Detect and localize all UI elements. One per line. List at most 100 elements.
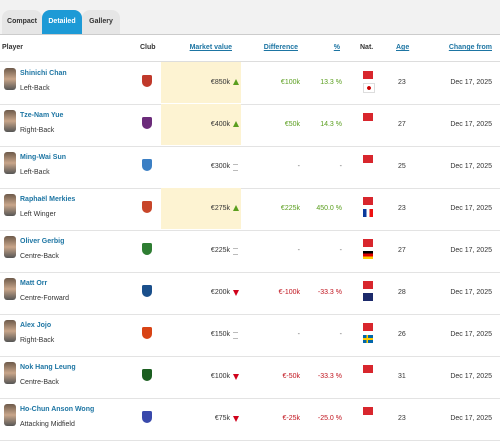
flag — [363, 209, 373, 217]
club-logo[interactable] — [142, 243, 152, 255]
table-row: Raphaël Merkies Left Winger €275k €225k 450.… — [0, 188, 500, 231]
trend-icon — [233, 205, 239, 211]
difference: €50k — [284, 121, 300, 128]
trend-icon — [233, 332, 238, 339]
player-position: Centre-Back — [20, 379, 59, 386]
header[interactable]: Difference — [263, 44, 298, 51]
difference: - — [297, 331, 300, 338]
player-name[interactable]: Alex Jojo — [20, 322, 52, 329]
club-logo[interactable] — [142, 285, 152, 297]
club-logo[interactable] — [142, 75, 152, 87]
age: 27 — [398, 121, 406, 128]
flag — [363, 197, 373, 205]
club-logo[interactable] — [142, 159, 152, 171]
change-date: Dec 17, 2025 — [450, 415, 492, 422]
header[interactable]: Age — [396, 44, 410, 51]
player-photo — [4, 110, 16, 132]
player-name[interactable]: Matt Orr — [20, 280, 48, 287]
player-name[interactable]: Raphaël Merkies — [20, 196, 76, 203]
value-highlight — [161, 62, 241, 103]
tab[interactable]: Compact — [2, 10, 42, 34]
header: Nat. — [360, 44, 374, 51]
percent: 450.0 % — [316, 205, 342, 212]
table-header: Player Club Market value Difference % Na… — [0, 35, 500, 62]
player-photo — [4, 152, 16, 174]
age: 25 — [398, 163, 406, 170]
player-name[interactable]: Shinichi Chan — [20, 70, 67, 77]
tab[interactable]: Gallery — [82, 10, 120, 34]
flag — [363, 155, 373, 163]
age: 26 — [398, 331, 406, 338]
percent: - — [339, 247, 342, 254]
header[interactable]: Change from — [448, 44, 492, 51]
market-value: €75k — [214, 415, 230, 422]
player-position: Left Winger — [20, 211, 56, 218]
header: Club — [140, 44, 156, 51]
player-photo — [4, 278, 16, 300]
player-name[interactable]: Ho-Chun Anson Wong — [20, 406, 95, 413]
percent: - — [339, 331, 342, 338]
tab-bar: Compact Detailed Gallery — [0, 0, 500, 35]
trend-icon — [233, 164, 238, 171]
change-date: Dec 17, 2025 — [450, 205, 492, 212]
flag — [363, 335, 373, 343]
club-logo[interactable] — [142, 117, 152, 129]
difference: - — [297, 247, 300, 254]
player-photo — [4, 194, 16, 216]
flag — [363, 323, 373, 331]
player-position: Left-Back — [20, 169, 50, 176]
header[interactable]: Market value — [189, 44, 232, 51]
table-row: Shinichi Chan Left-Back €850k €100k 13.3 % 23… — [0, 62, 500, 105]
flag — [363, 239, 373, 247]
value-highlight — [161, 188, 241, 229]
age: 23 — [398, 205, 406, 212]
trend-icon — [233, 374, 239, 380]
flag — [363, 407, 373, 415]
header[interactable]: % — [333, 44, 340, 51]
player-position: Left-Back — [20, 85, 50, 92]
flag — [363, 83, 375, 93]
club-logo[interactable] — [142, 327, 152, 339]
player-position: Centre-Back — [20, 253, 59, 260]
player-name[interactable]: Tze-Nam Yue — [20, 112, 64, 119]
player-name[interactable]: Nok Hang Leung — [20, 364, 76, 371]
difference: €-25k — [282, 415, 300, 422]
trend-icon — [233, 290, 239, 296]
difference: €-50k — [282, 373, 300, 380]
change-date: Dec 17, 2025 — [450, 373, 492, 380]
change-date: Dec 17, 2025 — [450, 331, 492, 338]
percent: 14.3 % — [320, 121, 342, 128]
flag — [363, 113, 373, 121]
flag — [363, 293, 373, 301]
market-value: €200k — [210, 289, 230, 296]
change-date: Dec 17, 2025 — [450, 121, 492, 128]
market-value: €225k — [210, 247, 230, 254]
change-date: Dec 17, 2025 — [450, 163, 492, 170]
flag — [363, 251, 373, 259]
player-photo — [4, 362, 16, 384]
table-row: Tze-Nam Yue Right-Back €400k €50k 14.3 % 27 De… — [0, 104, 500, 147]
player-photo — [4, 320, 16, 342]
percent: -33.3 % — [317, 373, 342, 380]
change-date: Dec 17, 2025 — [450, 79, 492, 86]
trend-icon — [233, 416, 239, 422]
player-name[interactable]: Oliver Gerbig — [20, 238, 65, 245]
header: Player — [2, 44, 24, 51]
flag — [363, 281, 373, 289]
percent: -33.3 % — [317, 289, 342, 296]
trend-icon — [233, 248, 238, 255]
club-logo[interactable] — [142, 411, 152, 423]
difference: €225k — [280, 205, 300, 212]
age: 31 — [398, 373, 406, 380]
market-value: €300k — [210, 163, 230, 170]
change-date: Dec 17, 2025 — [450, 247, 492, 254]
player-position: Right-Back — [20, 337, 55, 344]
player-name[interactable]: Ming-Wai Sun — [20, 154, 67, 161]
percent: -25.0 % — [317, 415, 342, 422]
table-row: Oliver Gerbig Centre-Back €225k - - 27 Dec 17,… — [0, 230, 500, 273]
trend-icon — [233, 121, 239, 127]
tab[interactable]: Detailed — [42, 10, 82, 34]
club-logo[interactable] — [142, 201, 152, 213]
club-logo[interactable] — [142, 369, 152, 381]
age: 23 — [398, 415, 406, 422]
